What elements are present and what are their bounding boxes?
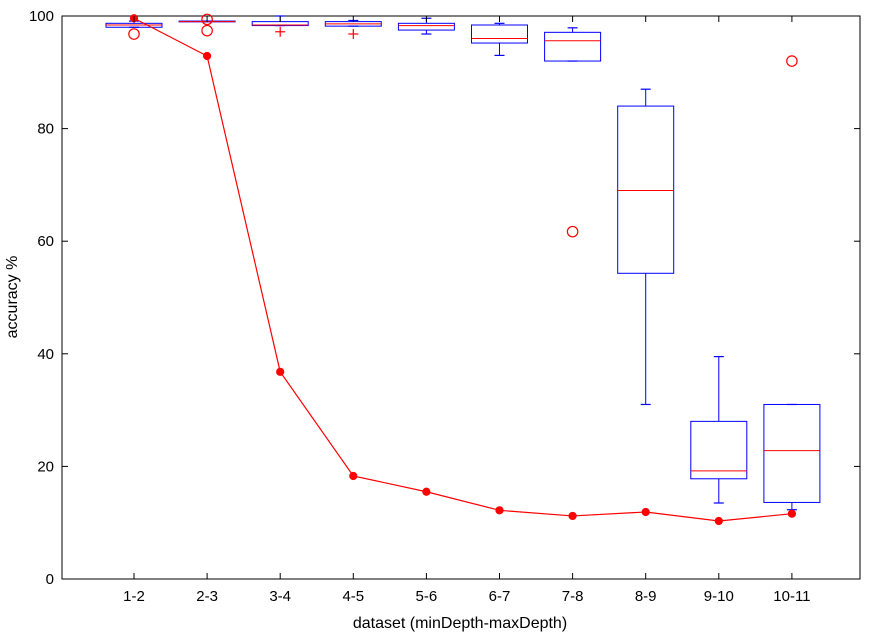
x-tick-label-1-2: 1-2 — [123, 588, 145, 605]
box-body — [763, 403, 821, 503]
y-tick-label-20: 20 — [37, 458, 54, 475]
box-9-10 — [690, 356, 748, 504]
outliers-layer — [128, 13, 798, 238]
outlier-circle-10-11 — [786, 55, 798, 67]
line-point-10-11 — [787, 509, 797, 518]
x-tick-label-3-4: 3-4 — [269, 588, 291, 605]
outlier-circle-2-3 — [201, 13, 213, 26]
outlier-plus-4-5 — [348, 29, 359, 40]
y-tick-label-40: 40 — [37, 346, 54, 363]
box-body — [471, 24, 528, 44]
box-body — [690, 420, 748, 480]
box-6-7 — [471, 22, 528, 57]
line-point-6-7 — [495, 506, 504, 515]
plot-frame — [61, 15, 861, 580]
box-10-11 — [763, 403, 821, 511]
x-tick-label-5-6: 5-6 — [416, 588, 438, 605]
plot-area — [61, 15, 861, 580]
x-tick-label-9-10: 9-10 — [704, 588, 734, 605]
line-point-7-8 — [568, 511, 577, 521]
line-point-8-9 — [641, 507, 650, 517]
box-body — [617, 105, 675, 274]
line-point-9-10 — [714, 516, 723, 526]
x-tick-label-7-8: 7-8 — [562, 588, 584, 605]
outlier-circle-7-8 — [566, 225, 579, 238]
x-axis-title: dataset (minDepth-maxDepth) — [353, 615, 567, 632]
x-tick-label-4-5: 4-5 — [342, 588, 364, 605]
line-point-2-3 — [203, 51, 212, 61]
x-tick-label-6-7: 6-7 — [489, 588, 511, 605]
outlier-plus-3-4 — [275, 26, 286, 37]
outlier-circle-2-3 — [201, 24, 213, 37]
y-tick-label-60: 60 — [37, 233, 54, 250]
x-tick-label-10-11: 10-11 — [773, 588, 810, 605]
box-8-9 — [617, 88, 675, 406]
y-tick-label-100: 100 — [29, 8, 54, 25]
line-point-3-4 — [276, 367, 285, 376]
line-point-5-6 — [422, 487, 431, 496]
outlier-circle-1-2 — [128, 28, 140, 40]
y-axis-title: accuracy % — [4, 256, 21, 339]
box-body — [544, 31, 602, 62]
line-series-layer — [129, 14, 797, 526]
x-tick-label-2-3: 2-3 — [196, 588, 218, 605]
axes-layer: 0 20 40 60 80 100 1-2 2-3 3-4 4-5 5-6 6-7 7-8 8-9 9-10… — [29, 8, 860, 605]
box-1-2 — [105, 20, 163, 28]
box-body — [397, 22, 455, 31]
line-point-4-5 — [349, 471, 358, 481]
x-tick-label-8-9: 8-9 — [635, 588, 657, 605]
line-series-0 — [133, 17, 792, 522]
y-tick-label-80: 80 — [37, 121, 54, 138]
box-7-8 — [544, 27, 602, 62]
boxes-layer — [105, 15, 821, 511]
y-tick-label-0: 0 — [46, 571, 54, 588]
